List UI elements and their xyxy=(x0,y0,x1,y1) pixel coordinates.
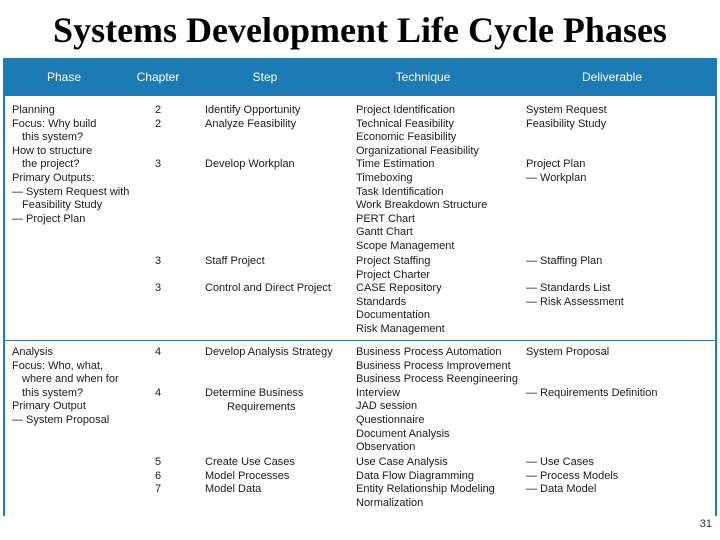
step-line: Staff Project xyxy=(205,255,265,267)
technique-line: Interview xyxy=(356,386,401,399)
step-line: Model Data xyxy=(205,483,262,496)
chapter-number: 3 xyxy=(155,282,162,294)
table-right-border xyxy=(715,96,717,516)
deliverable-line: — Standards List xyxy=(526,282,611,294)
step-line: Identify Opportunity xyxy=(205,104,301,116)
deliverable-line: — Requirements Definition xyxy=(526,387,658,399)
phase-line: where and when for xyxy=(22,373,119,386)
page-title: Systems Development Life Cycle Phases xyxy=(53,10,667,50)
phase-divider xyxy=(3,340,717,341)
step-line: Determine Business xyxy=(205,387,304,399)
technique-line: Questionnaire xyxy=(356,414,425,426)
phase-line: Focus: Who, what, xyxy=(12,359,104,372)
chapter-number: 2 xyxy=(155,104,162,116)
step-line: Create Use Cases xyxy=(205,456,295,468)
chapter-number: 7 xyxy=(155,483,162,496)
technique-line: Time Estimation xyxy=(356,158,435,171)
technique-line: Document Analysis xyxy=(356,427,450,440)
chapter-number: 5 xyxy=(155,456,162,468)
sdlc-table: Phase Chapter Step Technique Deliverable… xyxy=(3,58,717,516)
step-line: Model Processes xyxy=(205,469,290,482)
step-line: Control and Direct Project xyxy=(205,282,331,294)
technique-line: Project Charter xyxy=(356,268,430,281)
technique-line: Work Breakdown Structure xyxy=(356,199,488,212)
header-phase: Phase xyxy=(46,70,82,84)
chapter-number: 4 xyxy=(155,346,162,358)
deliverable-line: — Use Cases xyxy=(526,456,594,468)
header-chapter: Chapter xyxy=(136,70,180,84)
chapter-number: 3 xyxy=(155,255,162,267)
technique-line: Business Process Improvement xyxy=(356,359,511,372)
phase-line: the project? xyxy=(22,158,80,171)
step-line: Develop Analysis Strategy xyxy=(205,346,333,358)
phase-line: — System Request with xyxy=(12,185,130,198)
phase-line: — System Proposal xyxy=(12,414,110,426)
technique-line: Scope Management xyxy=(356,240,455,252)
technique-line: Economic Feasibility xyxy=(356,131,457,144)
phase-line: — Project Plan xyxy=(12,212,86,225)
technique-line: Entity Relationship Modeling xyxy=(356,483,495,496)
phase-line: Primary Output xyxy=(12,400,86,413)
deliverable-line: — Workplan xyxy=(526,172,587,184)
phase-line: Analysis xyxy=(12,346,53,358)
phase-line: Primary Outputs: xyxy=(12,172,95,184)
deliverable-line: System Proposal xyxy=(526,346,610,358)
technique-line: Organizational Feasibility xyxy=(356,144,479,157)
page-number: 31 xyxy=(699,518,712,530)
chapter-number: 3 xyxy=(155,158,162,171)
technique-line: Data Flow Diagramming xyxy=(356,469,474,482)
header-technique: Technique xyxy=(395,70,451,84)
table-left-border xyxy=(3,96,5,516)
technique-line: Risk Management xyxy=(356,322,445,335)
table-header: Phase Chapter Step Technique Deliverable xyxy=(3,58,717,96)
deliverable-line: Feasibility Study xyxy=(526,117,607,130)
deliverable-line: — Data Model xyxy=(526,483,597,496)
deliverable-line: — Process Models xyxy=(526,469,619,482)
phase-line: Feasibility Study xyxy=(22,199,103,212)
deliverable-line: — Risk Assessment xyxy=(526,295,624,308)
step-line: Analyze Feasibility xyxy=(205,117,297,130)
technique-line: Documentation xyxy=(356,309,430,322)
technique-line: Gantt Chart xyxy=(356,226,413,239)
technique-line: CASE Repository xyxy=(356,282,442,294)
chapter-number: 4 xyxy=(155,387,162,399)
technique-line: Business Process Automation xyxy=(356,346,502,358)
step-line: Develop Workplan xyxy=(205,158,295,171)
phase-line: Focus: Why build xyxy=(12,117,97,130)
technique-line: Project Identification xyxy=(356,104,456,116)
technique-line: Business Process Reengineering xyxy=(356,373,519,386)
phase-line: this system? xyxy=(22,131,84,144)
phase-line: this system? xyxy=(22,386,84,399)
technique-line: Standards xyxy=(356,295,407,308)
technique-line: Use Case Analysis xyxy=(356,456,448,468)
technique-line: Task Identification xyxy=(356,185,444,198)
chapter-number: 2 xyxy=(155,117,162,130)
technique-line: PERT Chart xyxy=(356,212,415,225)
deliverable-line: Project Plan xyxy=(526,158,586,171)
technique-line: Project Staffing xyxy=(356,255,431,267)
technique-line: Technical Feasibility xyxy=(356,117,454,130)
technique-line: JAD session xyxy=(356,400,418,413)
phase-line: How to structure xyxy=(12,144,93,157)
technique-line: Normalization xyxy=(356,496,424,509)
technique-line: Observation xyxy=(356,441,416,454)
header-step: Step xyxy=(252,70,278,84)
deliverable-line: — Staffing Plan xyxy=(526,255,603,267)
header-deliverable: Deliverable xyxy=(581,70,643,84)
phase-line: Planning xyxy=(12,104,55,116)
chapter-number: 6 xyxy=(155,469,162,482)
technique-line: Timeboxing xyxy=(356,172,413,184)
deliverable-line: System Request xyxy=(526,104,607,116)
step-line: Requirements xyxy=(227,400,296,413)
